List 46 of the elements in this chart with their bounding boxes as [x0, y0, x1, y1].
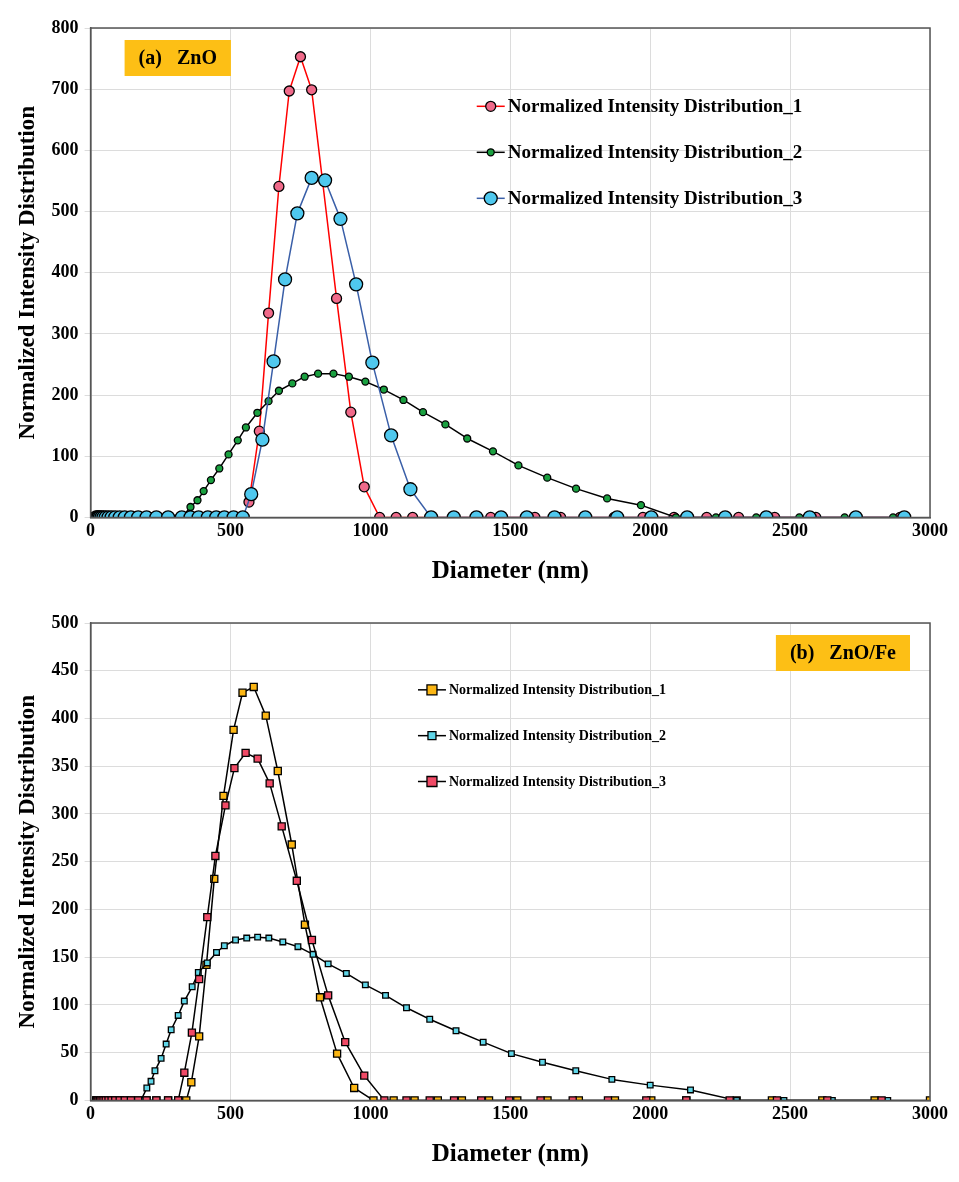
- y-tick-label: 100: [51, 993, 79, 1014]
- x-tick-label: 1000: [352, 1102, 389, 1123]
- x-tick-label: 500: [217, 1102, 244, 1123]
- x-tick-label: 1500: [492, 519, 529, 540]
- annotation: (a) ZnO: [138, 46, 217, 70]
- y-tick-label: 350: [51, 754, 79, 775]
- y-tick-label: 300: [51, 802, 79, 823]
- y-axis-title: Normalized Intensity Distribution: [13, 105, 39, 440]
- x-tick-label: 2000: [632, 519, 669, 540]
- legend-label: Normalized Intensity Distribution_2: [507, 141, 803, 163]
- legend-label: Normalized Intensity Distribution_3: [507, 187, 803, 209]
- y-tick-label: 50: [60, 1041, 79, 1062]
- x-tick-label: 2500: [772, 1102, 809, 1123]
- y-tick-label: 0: [69, 506, 79, 527]
- x-tick-label: 500: [217, 519, 244, 540]
- y-tick-label: 700: [51, 77, 79, 98]
- x-axis-title: Diameter (nm): [431, 1139, 589, 1168]
- x-tick-label: 0: [86, 519, 96, 540]
- y-tick-label: 400: [51, 707, 79, 728]
- y-tick-label: 500: [51, 200, 79, 221]
- annotation: (b) ZnO/Fe: [789, 641, 897, 665]
- x-tick-label: 3000: [912, 519, 948, 540]
- y-tick-label: 500: [51, 611, 79, 632]
- y-tick-label: 100: [51, 444, 79, 465]
- y-tick-label: 800: [51, 16, 79, 37]
- y-tick-label: 150: [51, 945, 79, 966]
- y-tick-label: 400: [51, 261, 79, 282]
- x-tick-label: 1500: [492, 1102, 529, 1123]
- x-axis-title: Diameter (nm): [431, 556, 589, 585]
- x-tick-label: 0: [86, 1102, 96, 1123]
- y-tick-label: 250: [51, 850, 79, 871]
- y-tick-label: 0: [69, 1089, 79, 1110]
- legend-label: Normalized Intensity Distribution_2: [448, 728, 666, 744]
- y-tick-label: 200: [51, 383, 79, 404]
- y-tick-label: 300: [51, 322, 79, 343]
- legend-label: Normalized Intensity Distribution_1: [507, 95, 803, 117]
- legend-label: Normalized Intensity Distribution_3: [448, 774, 666, 790]
- y-tick-label: 600: [51, 139, 79, 160]
- legend-label: Normalized Intensity Distribution_1: [448, 682, 666, 698]
- x-tick-label: 1000: [352, 519, 389, 540]
- x-tick-label: 2500: [772, 519, 809, 540]
- x-tick-label: 3000: [912, 1102, 948, 1123]
- y-tick-label: 450: [51, 659, 79, 680]
- x-tick-label: 2000: [632, 1102, 669, 1123]
- y-axis-title: Normalized Intensity Distribution: [13, 694, 39, 1029]
- y-tick-label: 200: [51, 898, 79, 919]
